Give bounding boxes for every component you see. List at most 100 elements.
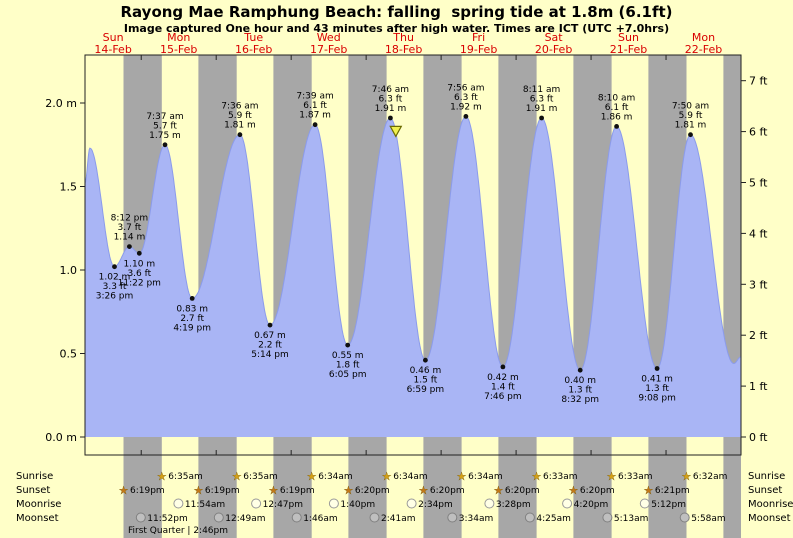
moonset-time: 3:34am: [459, 514, 494, 524]
tide-event-dot: [136, 250, 142, 256]
tide-low-label: 5:14 pm: [251, 350, 289, 360]
sunrise-star-icon: ★: [232, 470, 242, 483]
sunset-time: 6:19pm: [130, 486, 165, 496]
tide-event-dot: [463, 114, 469, 119]
day-label-name: Mon: [167, 31, 190, 44]
tide-low-label: 1.4 ft: [491, 382, 515, 392]
moon-phase-note: First Quarter | 2:46pm: [128, 526, 228, 536]
tide-high-label: 1.92 m: [450, 102, 482, 112]
moonset-row-label-left: Moonset: [16, 513, 59, 524]
sunrise-star-icon: ★: [532, 470, 542, 483]
sunrise-star-icon: ★: [307, 470, 317, 483]
moonset-row-label-right: Moonset: [748, 513, 791, 524]
moonrise-moon-icon: [562, 498, 573, 509]
sunrise-time: 6:34am: [393, 472, 428, 482]
tide-event-dot: [654, 366, 660, 371]
tide-event-dot: [388, 115, 393, 121]
tide-low-label: 1.10 m: [123, 259, 155, 269]
moonrise-row-label-right: Moonrise: [748, 499, 793, 510]
sunrise-time: 6:33am: [543, 472, 578, 482]
right-axis-tick-label: 2 ft: [749, 329, 768, 342]
tide-low-label: 3.6 ft: [127, 269, 151, 279]
tide-low-label: 3.3 ft: [103, 282, 127, 292]
sunset-time: 6:21pm: [655, 486, 690, 496]
right-axis-tick-label: 3 ft: [749, 278, 768, 291]
tide-event-dot: [614, 124, 619, 129]
tide-event-dot: [539, 115, 544, 121]
tide-low-label: 2.2 ft: [258, 341, 282, 351]
tide-high-label: 1.91 m: [526, 104, 558, 114]
tide-event-dot: [345, 342, 351, 348]
tide-event-dot: [237, 132, 243, 138]
tide-high-label: 3.7 ft: [118, 223, 142, 233]
sunrise-star-icon: ★: [157, 470, 167, 483]
sunrise-star-icon: ★: [607, 470, 617, 483]
day-label-name: Fri: [472, 31, 485, 44]
tide-event-dot: [112, 264, 117, 270]
right-axis-tick-label: 5 ft: [749, 176, 768, 189]
tide-low-label: 8:32 pm: [561, 395, 599, 405]
tide-low-label: 6:59 pm: [407, 385, 445, 395]
moonrise-time: 12:47pm: [263, 500, 303, 510]
sunset-row-label-right: Sunset: [748, 485, 782, 496]
moonrise-time: 5:12pm: [651, 500, 686, 510]
sunset-star-icon: ★: [568, 484, 578, 497]
tide-high-label: 7:37 am: [146, 112, 183, 122]
sunrise-time: 6:35am: [243, 472, 277, 482]
sunset-time: 6:20pm: [430, 486, 465, 496]
tide-low-label: 7:46 pm: [484, 392, 522, 402]
moonset-time: 5:13am: [614, 514, 649, 524]
tide-low-label: 1.8 ft: [336, 361, 360, 371]
sunrise-time: 6:33am: [618, 472, 653, 482]
page-title: Rayong Mae Ramphung Beach: falling sprin…: [120, 3, 673, 21]
moonrise-moon-icon: [639, 498, 650, 509]
tide-low-label: 0.83 m: [176, 304, 208, 314]
sunset-time: 6:19pm: [280, 486, 315, 496]
tide-high-label: 7:39 am: [296, 92, 333, 102]
moonset-time: 12:49am: [225, 514, 265, 524]
day-label-date: 18-Feb: [385, 43, 422, 56]
tide-event-dot: [126, 244, 132, 250]
moonset-time: 11:52pm: [147, 514, 187, 524]
tide-low-label: 2.7 ft: [180, 314, 204, 324]
tide-high-label: 8:11 am: [523, 85, 560, 95]
sunset-time: 6:20pm: [505, 486, 540, 496]
tide-high-label: 1.75 m: [149, 131, 181, 141]
tide-event-dot: [189, 296, 195, 301]
tide-high-label: 1.14 m: [114, 233, 146, 243]
tide-high-label: 1.87 m: [299, 111, 331, 121]
tide-high-label: 6.3 ft: [379, 95, 403, 105]
day-label-name: Sun: [618, 31, 639, 44]
moonset-time: 2:41am: [381, 514, 416, 524]
moonset-moon-icon: [602, 512, 613, 523]
tide-low-label: 0.46 m: [410, 366, 442, 376]
day-label-date: 22-Feb: [685, 43, 722, 56]
tide-low-label: 6:05 pm: [329, 370, 367, 380]
tide-event-dot: [312, 122, 318, 128]
day-label-name: Sat: [545, 31, 564, 44]
tide-high-label: 5.9 ft: [679, 111, 703, 121]
moonset-moon-icon: [213, 512, 224, 523]
moonrise-moon-icon: [328, 498, 339, 509]
sunrise-star-icon: ★: [457, 470, 467, 483]
tide-low-label: 0.41 m: [641, 375, 673, 385]
tide-high-label: 7:50 am: [672, 102, 709, 112]
sunset-time: 6:20pm: [580, 486, 615, 496]
moonset-moon-icon: [679, 512, 690, 523]
day-label-name: Mon: [692, 31, 715, 44]
sunset-star-icon: ★: [193, 484, 203, 497]
left-axis-tick-label: 0.5: [60, 348, 78, 361]
tide-event-dot: [577, 367, 583, 373]
moonrise-time: 2:34pm: [418, 500, 453, 510]
tide-high-label: 1.81 m: [675, 121, 707, 131]
day-label-date: 15-Feb: [160, 43, 197, 56]
tide-low-label: 1.3 ft: [568, 386, 592, 396]
moonset-moon-icon: [524, 512, 535, 523]
day-label-name: Thu: [392, 31, 414, 44]
tide-low-label: 1.02 m: [99, 273, 131, 283]
right-axis-tick-label: 4 ft: [749, 227, 768, 240]
tide-low-label: 0.40 m: [564, 376, 596, 386]
sunrise-time: 6:35am: [168, 472, 203, 482]
moonset-time: 1:46am: [303, 514, 338, 524]
